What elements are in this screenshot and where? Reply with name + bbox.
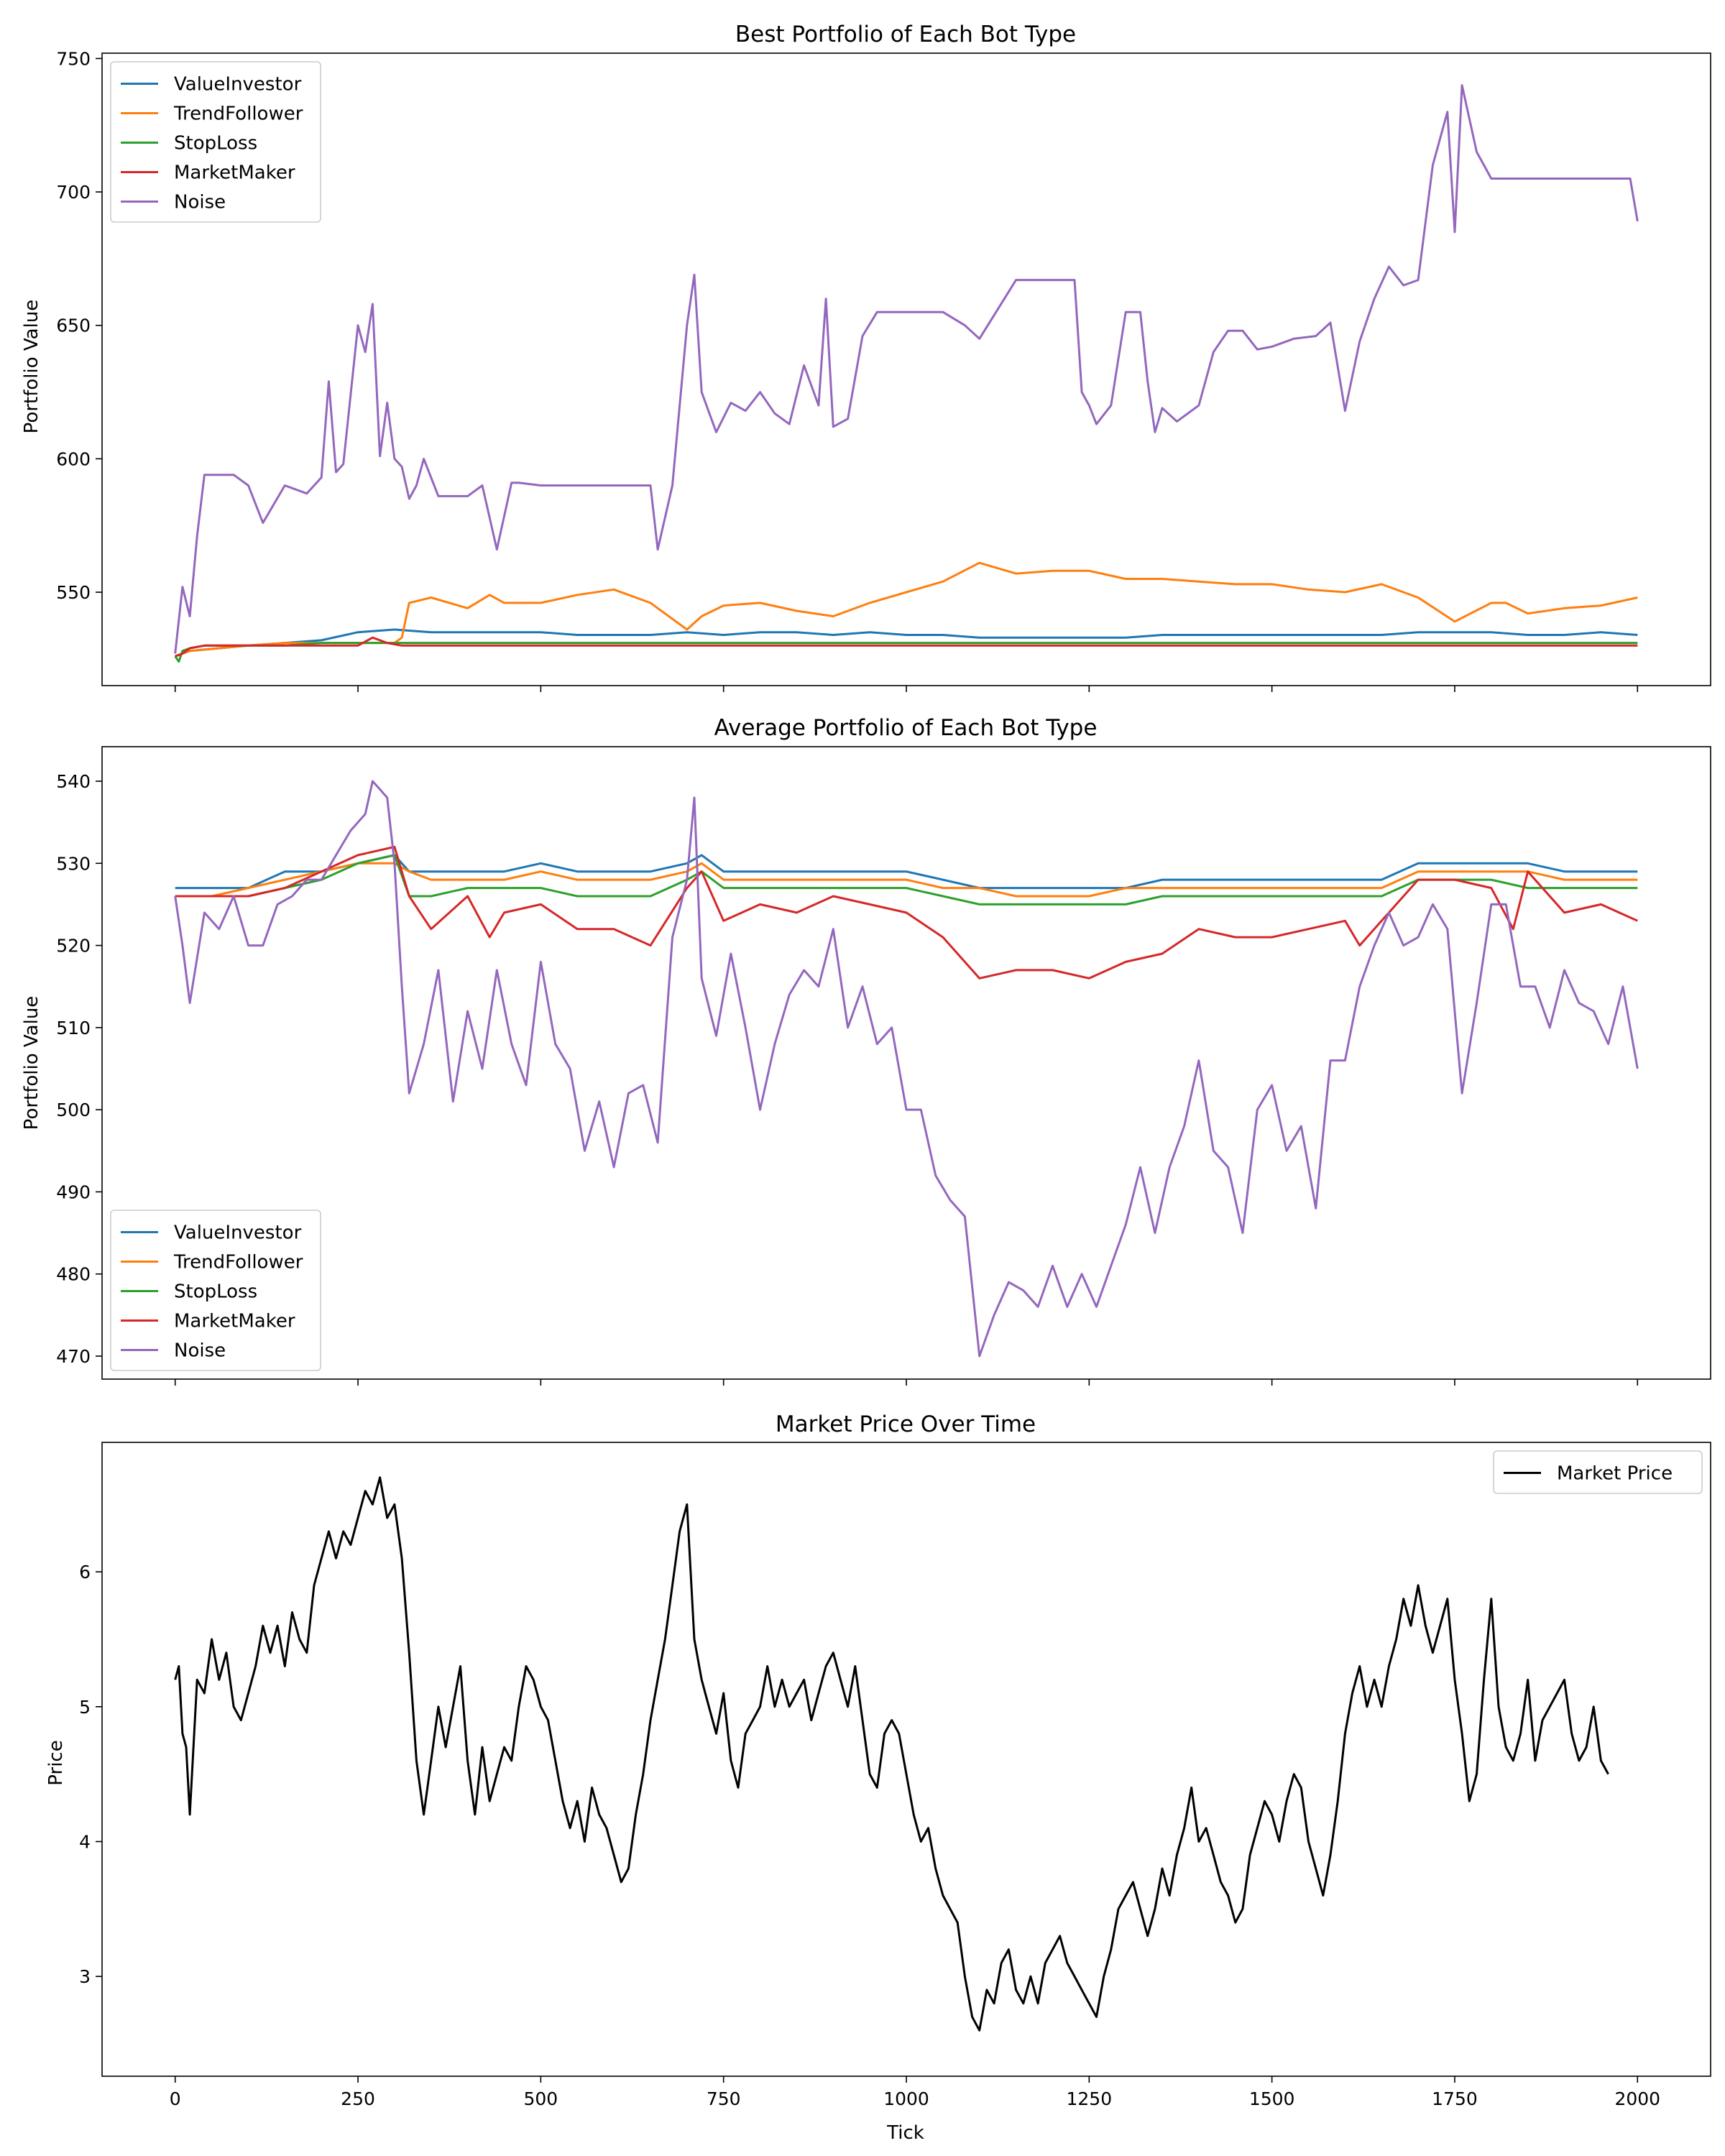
y-tick-label: 500 (56, 1100, 91, 1120)
legend-box (1493, 1450, 1703, 1494)
y-tick-label: 4 (79, 1831, 91, 1852)
y-tick-label: 490 (56, 1181, 91, 1202)
series-line-trendfollower (175, 561, 1638, 658)
series-line-valueinvestor (175, 854, 1638, 890)
x-tick-label: 1000 (883, 2088, 929, 2109)
y-tick-label: 550 (56, 582, 91, 603)
legend-entry: MarketMaker (174, 1311, 295, 1332)
legend-entry: TrendFollower (173, 1252, 303, 1273)
panel-title: Average Portfolio of Each Bot Type (714, 715, 1098, 741)
legend-entry: MarketMaker (174, 162, 295, 184)
series-line-marketmaker (175, 636, 1638, 658)
series-group (174, 780, 1639, 1358)
y-tick-label: 480 (56, 1264, 91, 1285)
y-axis-label: Price (45, 1740, 67, 1785)
y-tick-label: 470 (56, 1346, 91, 1367)
y-tick-label: 3 (79, 1966, 91, 1987)
legend-entry: Noise (174, 1340, 226, 1362)
y-tick-label: 5 (79, 1697, 91, 1718)
legend-entry: Noise (174, 192, 226, 213)
y-tick-label: 520 (56, 936, 91, 957)
y-tick-label: 700 (56, 182, 91, 203)
series-line-trendfollower (175, 862, 1638, 898)
legend-entry: ValueInvestor (174, 74, 302, 96)
legend-entry: ValueInvestor (174, 1222, 302, 1244)
average-portfolio-panel: Average Portfolio of Each Bot Type Portf… (21, 715, 1711, 1386)
legend-entry: Market Price (1557, 1463, 1673, 1485)
y-tick-label: 6 (79, 1562, 91, 1583)
legend-box (110, 1210, 321, 1371)
y-tick-label: 530 (56, 853, 91, 874)
series-line-noise (174, 780, 1639, 1358)
series-line-market-price (174, 1476, 1609, 2032)
series-group (174, 1476, 1609, 2032)
y-tick-label: 750 (56, 48, 91, 69)
legend: ValueInvestor TrendFollower StopLoss Market… (110, 1210, 321, 1371)
x-tick-label: 1250 (1067, 2088, 1113, 2109)
x-tick-label: 2000 (1614, 2088, 1660, 2109)
x-tick-label: 1750 (1432, 2088, 1478, 2109)
series-line-valueinvestor (175, 628, 1638, 658)
y-tick-label: 510 (56, 1018, 91, 1038)
legend: Market Price (1493, 1450, 1703, 1494)
y-tick-label: 540 (56, 771, 91, 792)
x-axis-label: Tick (886, 2122, 924, 2144)
panel-title: Market Price Over Time (776, 1411, 1036, 1437)
legend-entry: TrendFollower (173, 103, 303, 125)
legend: ValueInvestor TrendFollower StopLoss Market… (110, 61, 321, 223)
legend-entry: StopLoss (174, 1281, 257, 1303)
series-line-noise (174, 84, 1639, 654)
series-line-marketmaker (175, 845, 1638, 980)
x-tick-label: 250 (341, 2088, 375, 2109)
best-portfolio-panel: Best Portfolio of Each Bot Type Portfoli… (21, 22, 1711, 692)
series-group (174, 84, 1639, 663)
legend-box (110, 61, 321, 223)
market-price-panel: Market Price Over Time Price Tick 0 250 50… (45, 1411, 1711, 2144)
y-tick-label: 650 (56, 315, 91, 336)
panel-title: Best Portfolio of Each Bot Type (735, 22, 1076, 47)
x-tick-label: 1500 (1249, 2088, 1295, 2109)
y-axis-label: Portfolio Value (21, 300, 42, 434)
y-axis-label: Portfolio Value (21, 996, 42, 1130)
legend-entry: StopLoss (174, 133, 257, 155)
x-tick-label: 500 (524, 2088, 558, 2109)
x-tick-label: 0 (170, 2088, 181, 2109)
x-tick-label: 750 (707, 2088, 741, 2109)
y-tick-label: 600 (56, 448, 91, 469)
